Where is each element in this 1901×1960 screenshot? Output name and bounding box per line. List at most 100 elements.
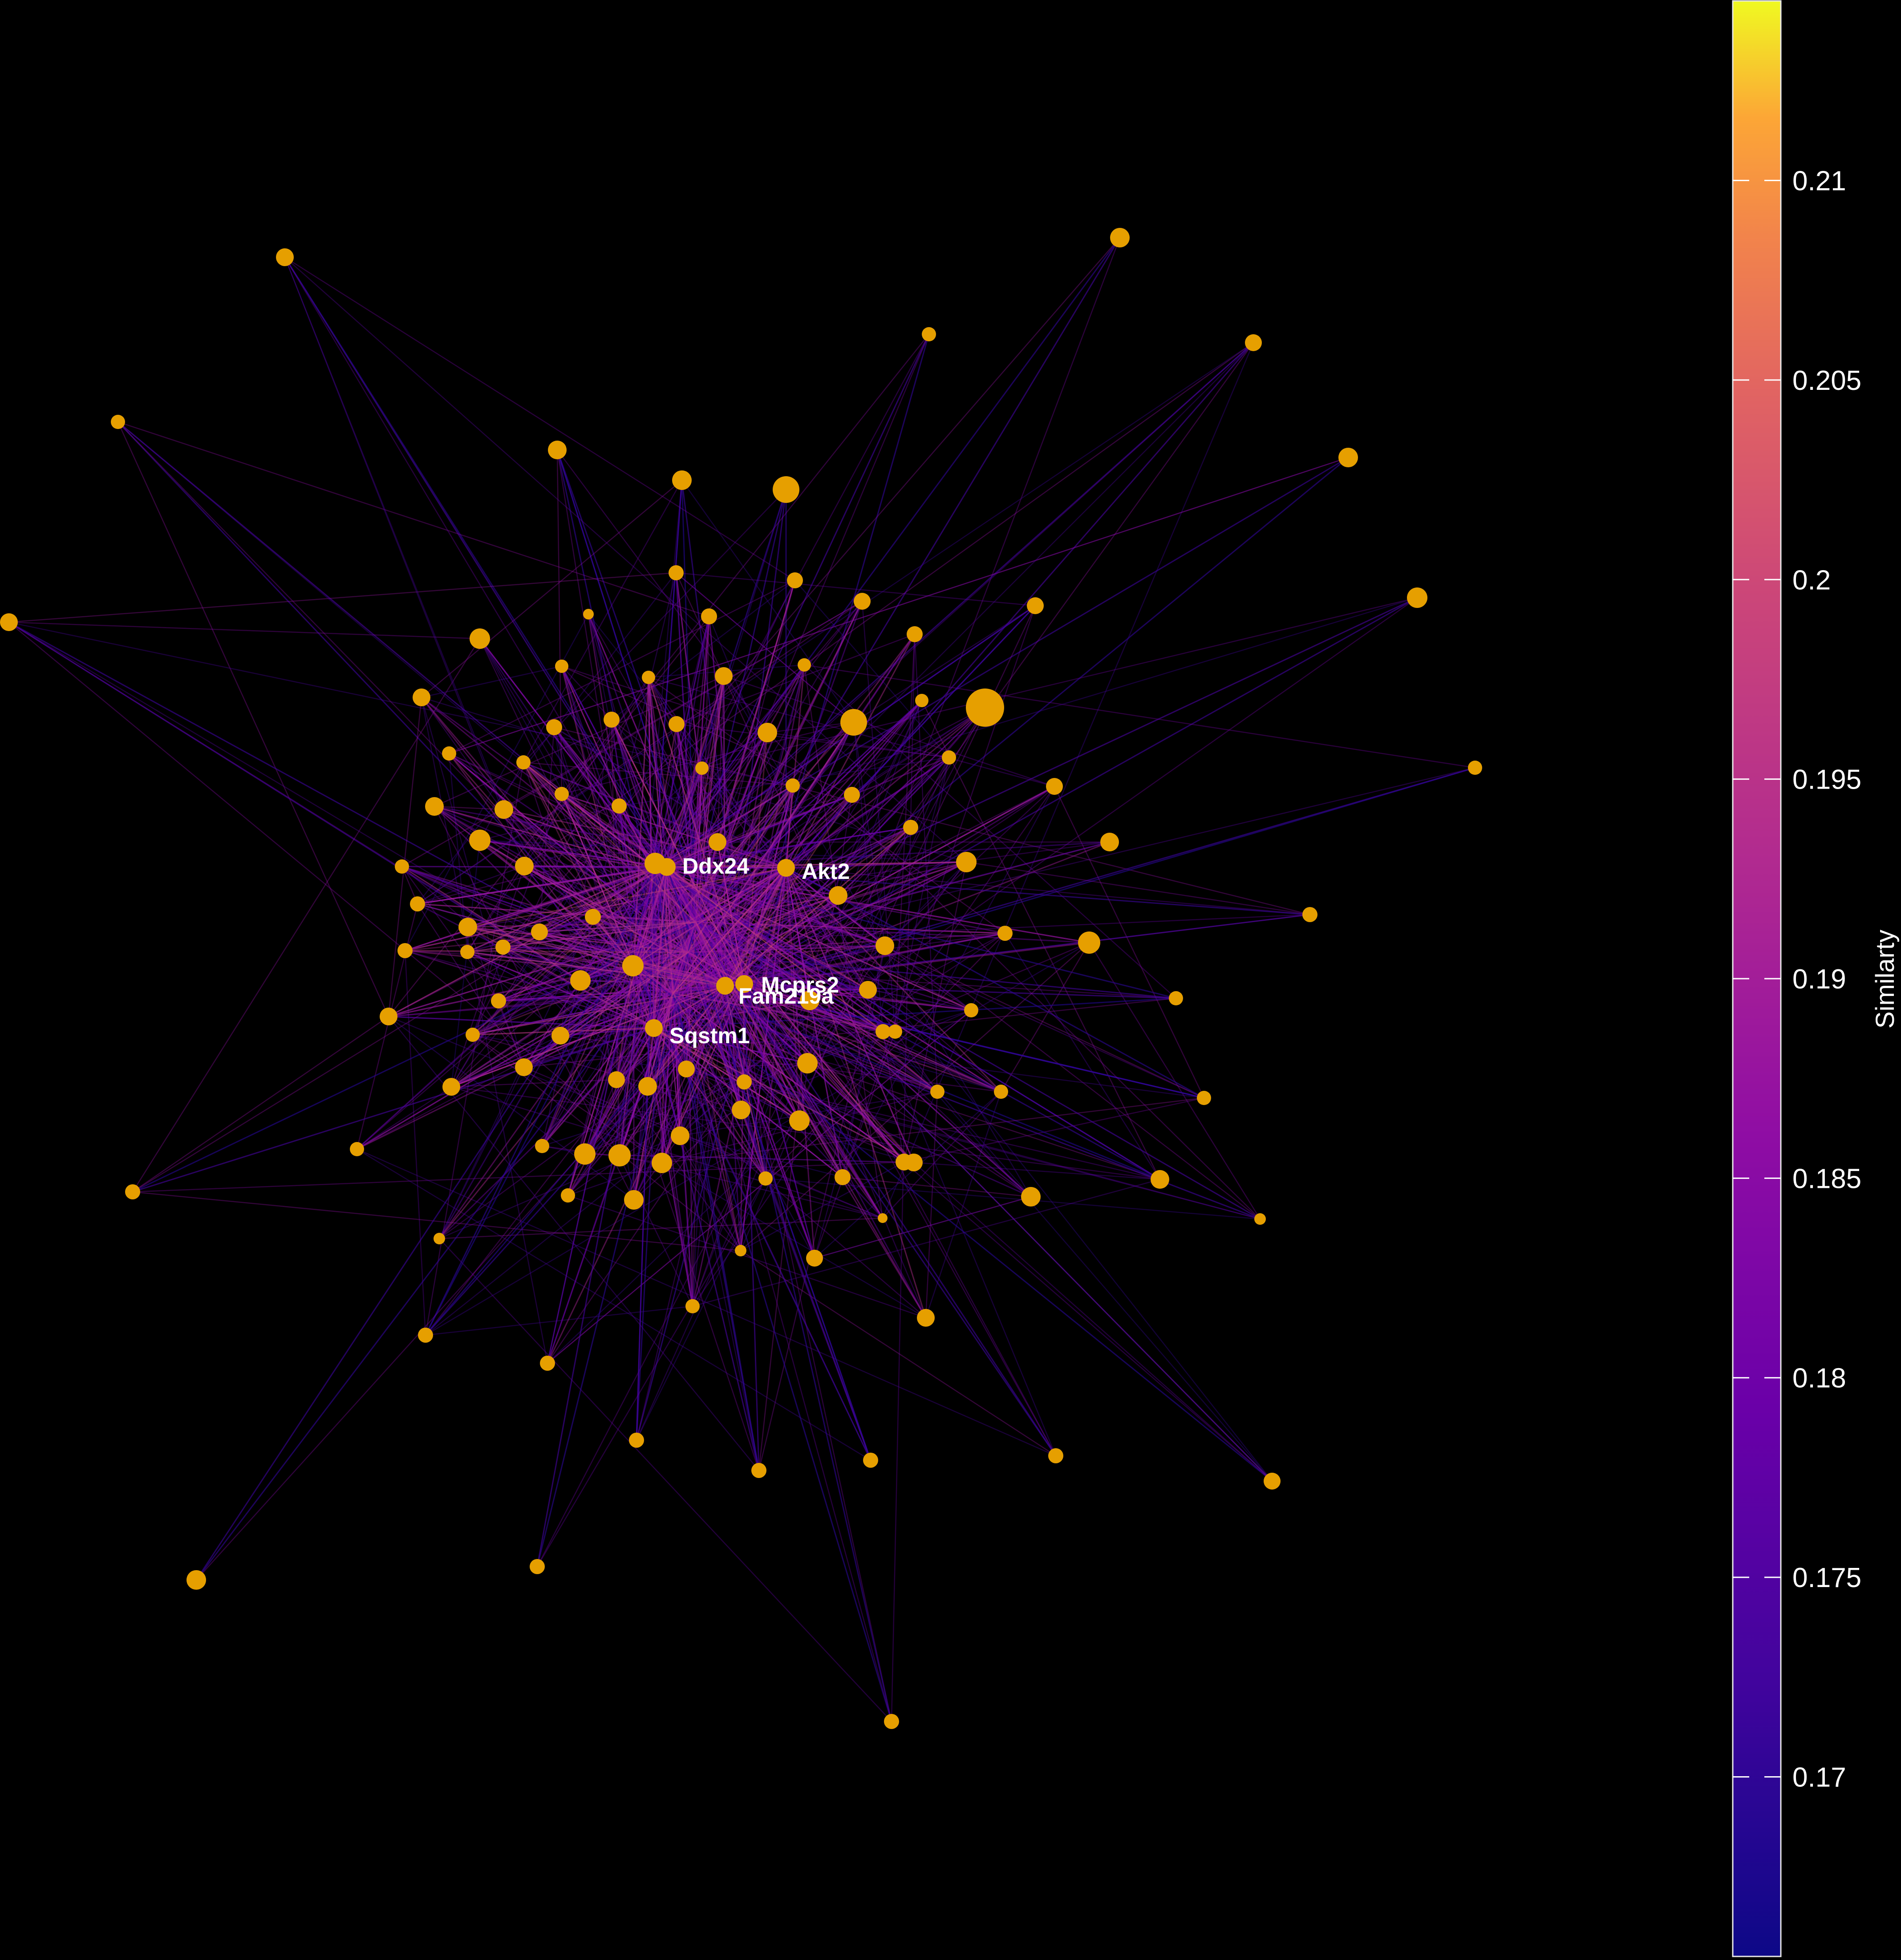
network-edge	[785, 605, 1036, 869]
network-edge	[743, 785, 794, 984]
network-edge	[523, 489, 786, 763]
network-edge	[132, 1161, 904, 1193]
network-edge	[632, 895, 839, 967]
network-edge	[561, 666, 674, 994]
network-edge	[883, 1031, 1273, 1482]
network-node	[956, 852, 977, 872]
network-edge	[688, 952, 745, 985]
network-edge	[592, 916, 655, 1029]
network-node	[695, 761, 709, 775]
network-node	[276, 248, 294, 266]
network-edge	[666, 867, 693, 1307]
colorbar-tick-label: 0.18	[1792, 1363, 1846, 1394]
network-edge	[672, 842, 718, 994]
network-node	[737, 1074, 752, 1089]
network-edge	[687, 732, 768, 953]
network-edge	[653, 997, 1176, 1029]
network-edge	[553, 727, 689, 953]
network-edge	[695, 842, 718, 923]
network-node	[1338, 448, 1358, 467]
network-edge	[567, 616, 710, 1196]
network-node	[758, 723, 777, 742]
network-edge	[554, 726, 786, 869]
network-edge	[503, 866, 667, 948]
node-layer	[0, 228, 1482, 1729]
network-edge	[655, 863, 904, 1162]
network-edge	[672, 722, 855, 994]
network-edge	[619, 757, 949, 807]
network-edge	[666, 866, 1032, 1198]
network-edge	[666, 861, 967, 868]
network-edge	[401, 866, 926, 1318]
network-edge	[765, 867, 787, 1179]
network-edge	[388, 921, 696, 1017]
network-edge	[417, 865, 525, 905]
network-edge	[132, 638, 481, 1192]
network-edge	[666, 841, 718, 868]
network-edge	[618, 806, 655, 1029]
network-edge	[467, 926, 634, 966]
network-node	[395, 859, 409, 874]
network-edge	[695, 922, 884, 1219]
network-edge	[503, 768, 702, 948]
network-edge	[653, 1028, 766, 1179]
network-node	[798, 658, 811, 672]
network-edge	[561, 794, 674, 994]
network-node	[624, 1190, 644, 1210]
network-edge	[743, 867, 787, 984]
network-edge	[560, 952, 689, 1037]
network-edge	[785, 867, 800, 1121]
network-edge	[467, 867, 655, 953]
network-edge	[695, 921, 1005, 934]
network-edge	[654, 867, 938, 1093]
network-node	[612, 798, 627, 814]
network-node	[876, 936, 894, 955]
network-edge	[451, 1086, 1160, 1180]
network-edge	[479, 638, 745, 1082]
network-edge	[523, 762, 760, 1471]
network-edge	[695, 895, 839, 923]
network-edge	[676, 724, 726, 986]
network-edge	[467, 951, 726, 987]
network-edge	[666, 866, 896, 1033]
network-node	[470, 628, 490, 649]
network-edge	[913, 1162, 1273, 1482]
network-edge	[561, 794, 635, 966]
network-edge	[561, 666, 668, 867]
network-edge	[584, 932, 1005, 1155]
network-edge	[647, 983, 745, 1087]
network-edge	[765, 933, 1005, 1179]
network-edge	[567, 597, 1418, 1196]
network-edge	[388, 921, 696, 1017]
network-edge	[685, 922, 697, 1069]
network-edge	[653, 867, 787, 1029]
network-edge	[654, 867, 972, 1011]
network-edge	[666, 867, 726, 986]
network-edge	[921, 700, 1161, 1180]
network-node	[125, 1184, 140, 1199]
network-edge	[744, 983, 972, 1011]
network-edge	[632, 863, 656, 966]
network-edge	[588, 614, 1273, 1482]
network-edge	[654, 867, 1090, 944]
network-node	[1100, 833, 1119, 851]
network-edge	[539, 931, 742, 1110]
network-edge	[723, 675, 1055, 787]
network-edge	[503, 946, 689, 953]
network-edge	[467, 951, 654, 1029]
network-edge	[725, 985, 1001, 1093]
network-edge	[687, 237, 1121, 953]
network-edge	[724, 732, 768, 986]
network-edge	[842, 945, 886, 1178]
network-edge	[794, 580, 949, 758]
network-edge	[524, 865, 655, 869]
network-edge	[786, 867, 1204, 1099]
network-edge	[632, 867, 786, 967]
network-edge	[580, 767, 1475, 981]
network-edge	[695, 921, 868, 991]
network-edge	[807, 862, 967, 1064]
network-edge	[723, 676, 726, 986]
network-edge	[633, 964, 904, 1163]
network-edge	[673, 992, 884, 1033]
colorbar-tick-label: 0.2	[1792, 565, 1831, 595]
